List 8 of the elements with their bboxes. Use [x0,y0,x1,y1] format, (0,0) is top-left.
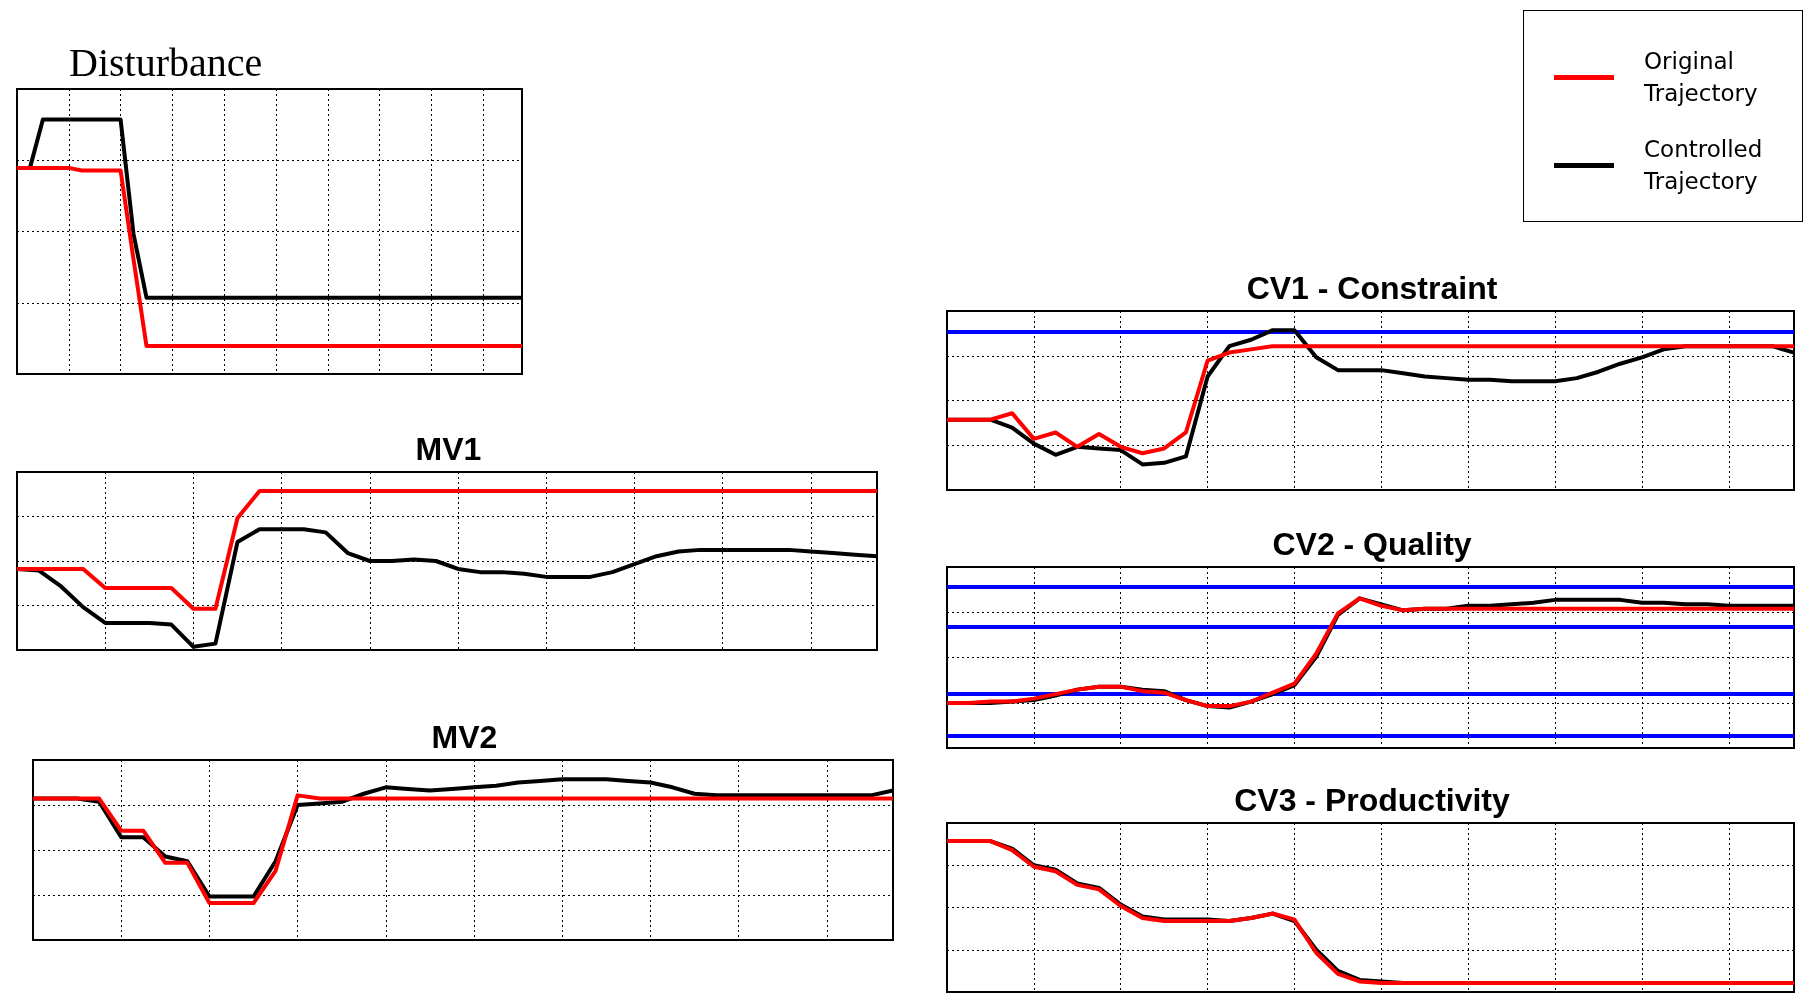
chart-title: Disturbance [69,39,263,85]
legend-label: Controlled Trajectory [1644,135,1764,196]
legend-label: Original Trajectory [1644,47,1759,108]
chart-title: MV2 [431,719,498,755]
chart-title: CV2 - Quality [1272,526,1472,562]
chart-title: CV1 - Constraint [1246,270,1498,306]
chart-title: MV1 [415,431,482,467]
chart-title: CV3 - Productivity [1234,782,1511,818]
